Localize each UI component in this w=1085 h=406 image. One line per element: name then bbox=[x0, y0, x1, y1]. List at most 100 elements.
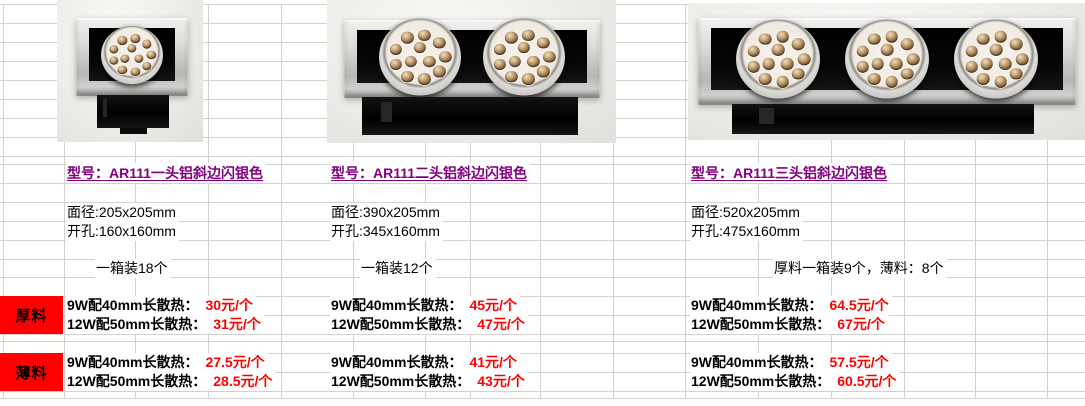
led-module bbox=[483, 17, 565, 96]
price-value: 28.5元/个 bbox=[213, 373, 273, 389]
gridline bbox=[0, 341, 1085, 342]
price-spec-label: 9W配40mm长散热： bbox=[331, 354, 463, 370]
gridline bbox=[0, 391, 1085, 392]
led-bead bbox=[965, 60, 978, 73]
price-thin-9w-2: 9W配40mm长散热： 41元/个 bbox=[330, 353, 520, 372]
gridline bbox=[281, 4, 282, 398]
led-bead bbox=[776, 75, 789, 88]
gridline bbox=[685, 4, 686, 398]
gridline bbox=[613, 4, 614, 398]
price-spec-label: 9W配40mm长散热： bbox=[691, 354, 823, 370]
led-bead bbox=[401, 70, 414, 82]
led-module bbox=[845, 19, 929, 99]
led-bead bbox=[976, 33, 990, 46]
gridline bbox=[758, 4, 759, 398]
led-bead bbox=[537, 65, 550, 77]
price-value: 64.5元/个 bbox=[829, 297, 889, 313]
led-bead bbox=[439, 50, 452, 63]
gridline bbox=[470, 4, 471, 398]
gridline bbox=[353, 4, 354, 398]
cutout-size-3: 开孔:475x160mm bbox=[690, 222, 803, 241]
fixture-frame-1 bbox=[76, 18, 188, 96]
packing-info-2: 一箱装12个 bbox=[360, 259, 436, 278]
gridline bbox=[0, 398, 1085, 399]
led-bead bbox=[994, 30, 1007, 43]
price-value: 45元/个 bbox=[469, 297, 517, 313]
gridline bbox=[208, 4, 209, 398]
price-thin-9w-3: 9W配40mm长散热： 57.5元/个 bbox=[690, 353, 892, 372]
price-value: 31元/个 bbox=[213, 316, 261, 332]
fixture-housing-1 bbox=[97, 95, 169, 134]
price-thick-12w-3: 12W配50mm长散热： 67元/个 bbox=[690, 315, 888, 334]
price-thick-12w-1: 12W配50mm长散热： 31元/个 bbox=[66, 315, 264, 334]
led-bead bbox=[880, 43, 894, 56]
led-bead bbox=[142, 39, 152, 49]
led-bead bbox=[413, 41, 427, 54]
material-label-thick: 厚料 bbox=[0, 296, 63, 334]
fixture-housing-2 bbox=[362, 97, 578, 135]
led-bead bbox=[508, 55, 521, 67]
led-bead bbox=[890, 57, 903, 70]
cutout-size-2: 开孔:345x160mm bbox=[330, 222, 443, 241]
led-bead bbox=[522, 28, 535, 41]
model-title-1: 型号：AR111一头铝斜边闪银色 bbox=[66, 163, 267, 183]
gridline bbox=[0, 183, 1085, 184]
model-title-2: 型号：AR111二头铝斜边闪银色 bbox=[330, 163, 531, 183]
gridline bbox=[975, 4, 976, 398]
led-bead bbox=[871, 57, 884, 70]
gridline bbox=[0, 221, 1085, 222]
led-bead bbox=[994, 75, 1007, 88]
led-bead bbox=[130, 33, 140, 43]
packing-info-3: 厚料一箱装9个，薄料：8个 bbox=[773, 259, 947, 278]
price-value: 43元/个 bbox=[477, 373, 525, 389]
fixture-cavity-1 bbox=[89, 25, 175, 84]
product-column-2: 型号：AR111二头铝斜边闪银色 面径:390x205mm 开孔:345x160… bbox=[326, 0, 661, 406]
led-bead bbox=[885, 30, 898, 43]
gridline bbox=[0, 277, 1085, 278]
cutout-size-1: 开孔:160x160mm bbox=[66, 222, 179, 241]
gridline bbox=[0, 315, 1085, 316]
gridline bbox=[540, 4, 541, 398]
led-bead bbox=[418, 72, 431, 85]
led-bead bbox=[781, 57, 794, 70]
gridline bbox=[831, 4, 832, 398]
led-bead bbox=[418, 28, 431, 41]
gridline bbox=[0, 259, 1085, 260]
led-bead bbox=[791, 38, 805, 51]
led-module bbox=[954, 19, 1038, 99]
packing-info-1: 一箱装18个 bbox=[95, 259, 171, 278]
material-label-thin: 薄料 bbox=[0, 353, 63, 391]
led-bead bbox=[797, 53, 811, 65]
led-bead bbox=[791, 67, 805, 80]
gridline bbox=[0, 164, 1085, 165]
gridline bbox=[425, 4, 426, 398]
model-title-3: 型号：AR111三头铝斜边闪银色 bbox=[690, 163, 891, 183]
led-bead bbox=[423, 55, 436, 67]
product-photo-1 bbox=[57, 0, 203, 142]
led-bead bbox=[776, 30, 789, 43]
price-value: 47元/个 bbox=[477, 316, 525, 332]
price-value: 41元/个 bbox=[469, 354, 517, 370]
led-bead bbox=[505, 70, 518, 82]
price-spec-label: 9W配40mm长散热： bbox=[67, 354, 199, 370]
led-bead bbox=[1009, 38, 1023, 51]
price-spec-label: 12W配50mm长散热： bbox=[331, 316, 471, 332]
gridline bbox=[0, 156, 1085, 157]
led-bead bbox=[758, 72, 772, 85]
face-size-2: 面径:390x205mm bbox=[330, 203, 443, 222]
led-bead bbox=[130, 66, 140, 76]
face-size-1: 面径:205x205mm bbox=[66, 203, 179, 222]
led-bead bbox=[856, 60, 869, 73]
product-column-1: 型号：AR111一头铝斜边闪银色 面径:205x205mm 开孔:160x160… bbox=[62, 0, 397, 406]
price-thin-12w-2: 12W配50mm长散热： 43元/个 bbox=[330, 372, 528, 391]
fixture-frame-2 bbox=[344, 17, 600, 98]
gridline bbox=[3, 4, 4, 398]
led-module bbox=[736, 19, 820, 99]
led-bead bbox=[389, 43, 403, 55]
led-bead bbox=[142, 60, 152, 70]
led-bead bbox=[999, 57, 1012, 70]
led-bead bbox=[867, 33, 881, 46]
price-thin-12w-3: 12W配50mm长散热： 60.5元/个 bbox=[690, 372, 900, 391]
led-bead bbox=[885, 75, 898, 88]
led-bead bbox=[505, 31, 518, 43]
